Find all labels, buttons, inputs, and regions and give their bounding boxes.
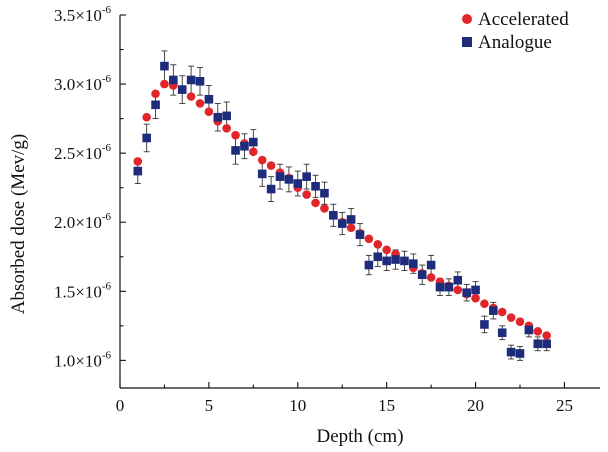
accelerated-point: [426, 273, 436, 282]
analogue-point: [471, 285, 480, 295]
analogue-point: [373, 252, 383, 262]
accelerated-point: [497, 307, 507, 317]
accelerated-point: [506, 313, 516, 322]
analogue-point: [204, 94, 214, 104]
x-tick-label: 25: [556, 396, 573, 415]
analogue-point: [497, 328, 507, 338]
analogue-point: [186, 75, 196, 85]
axis-ticks: 0 5 10 15 20 25 1.0×10-6 1.5×10-6 2.0×10-6 2.5×10…: [54, 4, 573, 415]
analogue-point: [337, 219, 347, 228]
accelerated-point: [373, 240, 383, 249]
accelerated-point: [142, 112, 151, 122]
analogue-point: [542, 339, 551, 349]
accelerated-point: [160, 79, 169, 89]
accelerated-point: [222, 123, 231, 133]
y-tick-label: 3.0×10-6: [54, 73, 112, 94]
analogue-point: [346, 215, 356, 224]
analogue-point: [275, 172, 285, 181]
analogue-point: [195, 77, 205, 86]
analogue-point: [480, 320, 489, 329]
analogue-point: [142, 133, 151, 143]
accelerated-point: [204, 107, 214, 117]
accelerated-point: [515, 317, 525, 326]
accelerated-point: [346, 223, 356, 233]
legend: Accelerated Analogue: [462, 9, 569, 53]
accelerated-point: [195, 99, 205, 108]
analogue-point: [240, 141, 249, 151]
legend-marker-accelerated: [462, 14, 472, 24]
accelerated-point: [480, 299, 489, 309]
analogue-point: [284, 175, 294, 184]
analogue-point: [444, 282, 454, 292]
analogue-point: [533, 339, 543, 349]
x-tick-label: 15: [378, 396, 395, 415]
analogue-point: [231, 146, 240, 155]
analogue-point: [257, 169, 267, 179]
analogue-point: [249, 137, 258, 147]
analogue-point: [417, 270, 427, 280]
accelerated-point: [302, 190, 311, 199]
y-axis-title: Absorbed dose (Mev/g): [8, 134, 29, 314]
analogue-point: [151, 100, 160, 110]
accelerated-point: [533, 327, 543, 336]
accelerated-point: [231, 130, 240, 140]
accelerated-point: [471, 293, 480, 303]
x-tick-label: 20: [467, 396, 484, 415]
analogue-point: [462, 288, 471, 297]
analogue-point: [382, 256, 391, 266]
analogue-point: [160, 61, 169, 71]
accelerated-point: [257, 155, 267, 165]
analogue-point: [302, 172, 311, 181]
y-tick-label: 3.5×10-6: [54, 4, 112, 25]
accelerated-point: [249, 147, 258, 157]
analogue-point: [506, 347, 516, 357]
analogue-point: [169, 75, 178, 85]
analogue-point: [355, 230, 365, 239]
accelerated-point: [382, 245, 391, 255]
analogue-point: [364, 260, 374, 270]
data-markers: [133, 61, 551, 358]
analogue-point: [409, 259, 418, 268]
analogue-point: [524, 325, 534, 335]
legend-label-accelerated: Accelerated: [478, 9, 569, 30]
analogue-point: [515, 349, 525, 358]
accelerated-point: [186, 92, 196, 101]
legend-label-analogue: Analogue: [478, 32, 552, 53]
y-tick-label: 1.5×10-6: [54, 280, 112, 301]
y-tick-label: 1.0×10-6: [54, 349, 112, 370]
analogue-point: [329, 211, 338, 220]
x-tick-label: 5: [205, 396, 214, 415]
errorbars: [134, 50, 550, 361]
y-tick-label: 2.5×10-6: [54, 142, 112, 163]
analogue-point: [133, 166, 143, 176]
x-tick-label: 0: [116, 396, 125, 415]
accelerated-point: [320, 204, 329, 213]
accelerated-point: [151, 89, 160, 99]
analogue-point: [222, 111, 231, 121]
accelerated-point: [266, 161, 276, 170]
accelerated-point: [542, 331, 551, 340]
analogue-point: [391, 255, 400, 264]
analogue-point: [213, 112, 223, 122]
analogue-point: [293, 179, 303, 188]
legend-marker-analogue: [462, 37, 472, 47]
x-axis-title: Depth (cm): [316, 426, 403, 447]
analogue-point: [400, 256, 409, 266]
accelerated-point: [133, 157, 143, 166]
analogue-point: [489, 306, 498, 315]
analogue-point: [453, 275, 463, 285]
analogue-point: [426, 260, 436, 270]
accelerated-point: [453, 285, 463, 295]
accelerated-point: [364, 234, 374, 244]
y-tick-label: 2.0×10-6: [54, 211, 112, 232]
accelerated-point: [311, 198, 320, 208]
analogue-point: [177, 85, 187, 94]
analogue-point: [320, 188, 329, 198]
analogue-point: [266, 184, 276, 194]
x-tick-label: 10: [289, 396, 306, 415]
analogue-point: [435, 282, 445, 292]
analogue-point: [311, 182, 320, 191]
